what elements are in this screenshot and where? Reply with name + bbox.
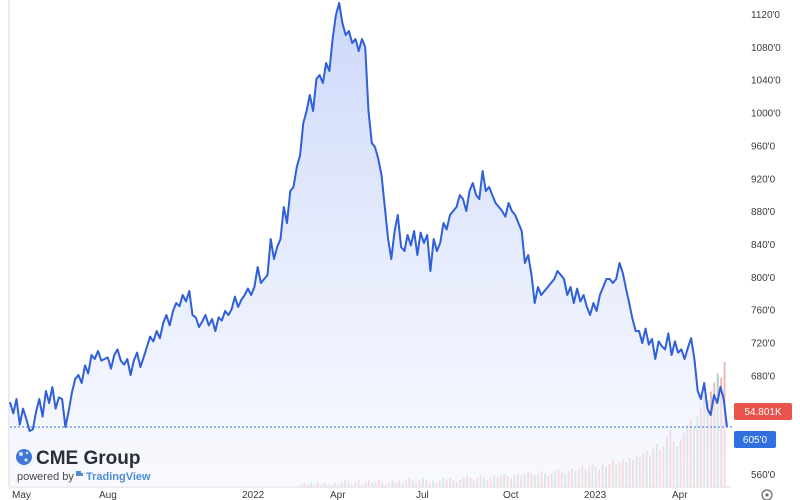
- volume-badge-bg: [734, 403, 792, 420]
- x-tick-label: Aug: [99, 490, 117, 500]
- logo-text: CME Group: [36, 448, 141, 469]
- volume-badge-text: 54.801K: [744, 407, 782, 418]
- y-tick-label: 880'0: [751, 207, 776, 218]
- powered-by-text: powered by: [17, 471, 74, 483]
- cme-logo: CME Group: [16, 448, 141, 469]
- x-tick-label: 2022: [242, 490, 265, 500]
- y-tick-label: 840'0: [751, 240, 776, 251]
- x-tick-label: Jul: [416, 490, 429, 500]
- price-line: [9, 2, 728, 432]
- x-tick-label: 2023: [584, 490, 607, 500]
- globe-icon: [16, 449, 32, 465]
- y-tick-label: 760'0: [751, 306, 776, 317]
- x-tick-label: Apr: [672, 490, 688, 500]
- y-tick-label: 920'0: [751, 174, 776, 185]
- y-tick-label: 720'0: [751, 339, 776, 350]
- x-tick-label: May: [12, 490, 31, 500]
- x-axis: May Aug 2022 Apr Jul Oct 2023 Apr: [12, 490, 688, 500]
- y-tick-label: 1000'0: [751, 109, 781, 120]
- last-price-badge-bg: [734, 431, 776, 448]
- price-area: [10, 3, 727, 487]
- y-tick-label: 960'0: [751, 141, 776, 152]
- tradingview-icon: [76, 471, 83, 476]
- last-price-badge-text: 605'0: [743, 435, 768, 446]
- x-tick-label: Apr: [330, 490, 346, 500]
- volume-badge: 54.801K: [734, 403, 792, 420]
- y-tick-label: 680'0: [751, 371, 776, 382]
- provider-text: TradingView: [86, 471, 151, 483]
- last-price-badge: 605'0: [734, 431, 776, 448]
- y-axis: 1120'0 1080'0 1040'0 1000'0 960'0 920'0 880'0 8…: [751, 10, 781, 481]
- x-tick-label: Oct: [503, 490, 519, 500]
- y-tick-label: 1080'0: [751, 43, 781, 54]
- y-tick-label: 1040'0: [751, 76, 781, 87]
- y-tick-label: 560'0: [751, 470, 776, 481]
- y-tick-label: 1120'0: [751, 10, 780, 21]
- settings-icon[interactable]: [761, 489, 773, 500]
- y-tick-label: 800'0: [751, 273, 776, 284]
